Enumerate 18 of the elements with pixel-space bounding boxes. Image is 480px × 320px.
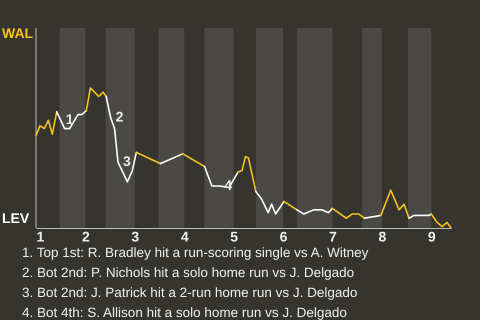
text: 1. Top 1st: R. Bradley hit a run-scoring single vs A. Witney [22, 244, 368, 262]
text: 4. Bot 4th: S. Allison hit a solo home run vs J. Delgado [22, 304, 348, 320]
text: 3. Bot 2nd: J. Patrick hit a 2-run home run vs J. Delgado [22, 284, 358, 302]
x-tick-label: 2 [82, 228, 90, 244]
x-tick-label: 3 [131, 228, 140, 244]
x-tick-label: 7 [329, 228, 338, 244]
text: WAL [2, 25, 34, 41]
x-tick-label: 9 [428, 228, 436, 244]
annotation: 2 [116, 108, 124, 124]
x-tick-label: 4 [180, 228, 189, 244]
x-tick-label: 8 [378, 228, 386, 244]
x-tick-label: 1 [36, 228, 44, 244]
annotation: 3 [123, 153, 132, 170]
x-tick-label: 6 [280, 228, 288, 244]
text: LEV [2, 210, 30, 226]
text: 2. Bot 2nd: P. Nichols hit a solo home run vs J. Delgado [22, 264, 356, 282]
annotation: 1 [66, 111, 74, 128]
x-tick-label: 5 [230, 228, 238, 244]
